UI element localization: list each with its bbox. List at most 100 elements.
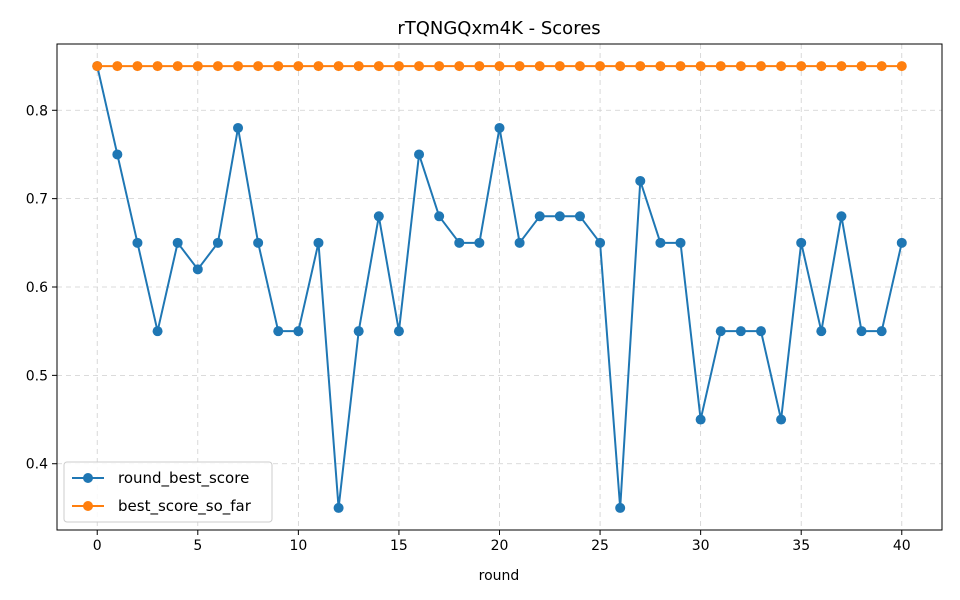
legend-label: round_best_score bbox=[118, 469, 249, 488]
data-point bbox=[574, 61, 585, 72]
series-layer bbox=[92, 61, 907, 513]
data-point bbox=[333, 502, 344, 513]
x-tick-label: 20 bbox=[491, 538, 509, 554]
data-point bbox=[776, 414, 787, 425]
x-tick-label: 25 bbox=[591, 538, 609, 554]
data-point bbox=[313, 61, 324, 72]
data-point bbox=[273, 61, 284, 72]
data-point bbox=[414, 149, 425, 160]
legend-marker bbox=[83, 501, 93, 511]
data-point bbox=[494, 122, 505, 133]
data-point bbox=[695, 414, 706, 425]
data-point bbox=[112, 149, 123, 160]
series-round_best_score bbox=[92, 61, 907, 513]
data-point bbox=[152, 326, 163, 337]
data-point bbox=[876, 326, 887, 337]
data-point bbox=[755, 326, 766, 337]
data-point bbox=[534, 211, 545, 222]
data-point bbox=[212, 237, 223, 248]
data-point bbox=[253, 237, 264, 248]
data-point bbox=[755, 61, 766, 72]
data-point bbox=[434, 61, 445, 72]
series-best_score_so_far bbox=[92, 61, 907, 72]
data-point bbox=[474, 61, 485, 72]
data-point bbox=[393, 61, 404, 72]
data-point bbox=[373, 211, 384, 222]
data-point bbox=[132, 237, 143, 248]
legend-label: best_score_so_far bbox=[118, 497, 252, 516]
x-tick-label: 0 bbox=[93, 538, 102, 554]
data-point bbox=[534, 61, 545, 72]
data-point bbox=[715, 61, 726, 72]
legend-item: best_score_so_far bbox=[72, 497, 252, 516]
data-point bbox=[454, 237, 465, 248]
data-point bbox=[373, 61, 384, 72]
data-point bbox=[192, 264, 203, 275]
legend-box bbox=[63, 461, 273, 523]
data-point bbox=[353, 326, 364, 337]
data-point bbox=[615, 61, 626, 72]
data-point bbox=[735, 61, 746, 72]
x-tick-label: 30 bbox=[692, 538, 710, 554]
data-point bbox=[233, 61, 244, 72]
data-point bbox=[253, 61, 264, 72]
data-point bbox=[474, 237, 485, 248]
legend-item: round_best_score bbox=[72, 469, 249, 488]
data-point bbox=[333, 61, 344, 72]
data-point bbox=[896, 61, 907, 72]
y-tick-label: 0.8 bbox=[26, 103, 48, 119]
data-point bbox=[132, 61, 143, 72]
data-point bbox=[836, 61, 847, 72]
data-point bbox=[273, 326, 284, 337]
data-point bbox=[896, 237, 907, 248]
data-point bbox=[796, 237, 807, 248]
data-point bbox=[293, 61, 304, 72]
y-tick-label: 0.6 bbox=[26, 280, 48, 296]
y-tick-label: 0.4 bbox=[26, 457, 48, 473]
data-point bbox=[695, 61, 706, 72]
x-tick-label: 40 bbox=[893, 538, 911, 554]
legend-marker bbox=[83, 473, 93, 483]
data-point bbox=[293, 326, 304, 337]
data-point bbox=[414, 61, 425, 72]
data-point bbox=[715, 326, 726, 337]
data-point bbox=[233, 122, 244, 133]
data-point bbox=[514, 237, 525, 248]
data-point bbox=[796, 61, 807, 72]
data-point bbox=[856, 61, 867, 72]
data-point bbox=[655, 61, 666, 72]
data-point bbox=[635, 175, 646, 186]
x-tick-label: 5 bbox=[193, 538, 202, 554]
data-point bbox=[595, 237, 606, 248]
data-point bbox=[313, 237, 324, 248]
data-point bbox=[675, 237, 686, 248]
data-point bbox=[112, 61, 123, 72]
data-point bbox=[434, 211, 445, 222]
grid bbox=[57, 44, 942, 530]
data-point bbox=[574, 211, 585, 222]
legend: round_best_score best_score_so_far bbox=[63, 461, 273, 523]
x-tick-label: 10 bbox=[289, 538, 307, 554]
data-point bbox=[212, 61, 223, 72]
data-point bbox=[776, 61, 787, 72]
x-axis-ticks: 0 5 10 15 20 25 30 35 40 bbox=[93, 530, 911, 554]
data-point bbox=[172, 237, 183, 248]
data-point bbox=[816, 61, 827, 72]
data-point bbox=[92, 61, 103, 72]
data-point bbox=[393, 326, 404, 337]
data-point bbox=[856, 326, 867, 337]
data-point bbox=[554, 61, 565, 72]
data-point bbox=[675, 61, 686, 72]
data-point bbox=[192, 61, 203, 72]
data-point bbox=[836, 211, 847, 222]
data-point bbox=[454, 61, 465, 72]
y-tick-label: 0.7 bbox=[26, 192, 48, 208]
x-tick-label: 35 bbox=[792, 538, 810, 554]
data-point bbox=[494, 61, 505, 72]
data-point bbox=[152, 61, 163, 72]
chart-title: rTQNGQxm4K - Scores bbox=[397, 18, 600, 39]
data-point bbox=[655, 237, 666, 248]
data-point bbox=[514, 61, 525, 72]
data-point bbox=[876, 61, 887, 72]
